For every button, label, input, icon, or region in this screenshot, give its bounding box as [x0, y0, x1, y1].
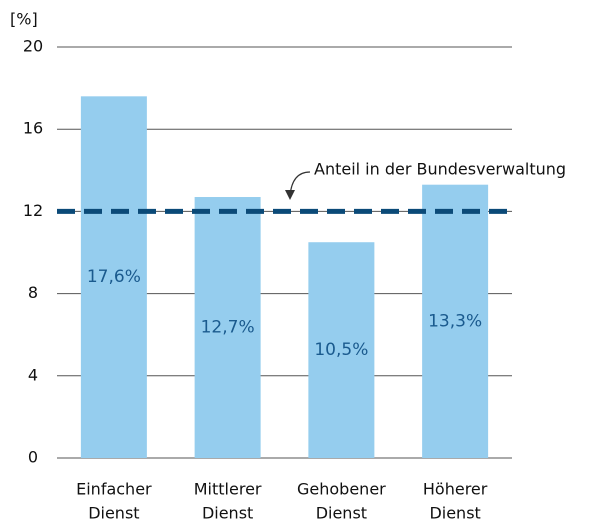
x-tick-label: Dienst	[429, 504, 480, 522]
reference-label: Anteil in der Bundesverwaltung	[314, 160, 566, 179]
bar	[80, 96, 147, 458]
data-label: 17,6%	[87, 267, 141, 287]
arrow-head	[285, 190, 295, 200]
y-tick-label: 4	[28, 365, 38, 384]
y-tick-label: 12	[23, 201, 43, 220]
x-tick-label: Einfacher	[76, 480, 152, 499]
bar	[194, 197, 261, 458]
x-tick-label: Höherer	[423, 480, 488, 499]
x-tick-label: Dienst	[316, 504, 367, 522]
y-tick-label: 8	[28, 283, 38, 302]
data-label: 12,7%	[201, 318, 255, 338]
y-tick-label: 0	[28, 448, 38, 467]
x-tick-label: Gehobener	[297, 480, 386, 499]
x-tick-label: Mittlerer	[194, 480, 262, 499]
data-label: 10,5%	[314, 340, 368, 360]
y-tick-label: 20	[23, 37, 43, 56]
data-label: 13,3%	[428, 311, 482, 331]
y-axis-label: [%]	[10, 10, 38, 29]
bar	[422, 184, 489, 458]
x-tick-label: Dienst	[202, 504, 253, 522]
x-tick-label: Dienst	[88, 504, 139, 522]
y-tick-label: 16	[23, 119, 43, 138]
bar	[308, 242, 375, 458]
